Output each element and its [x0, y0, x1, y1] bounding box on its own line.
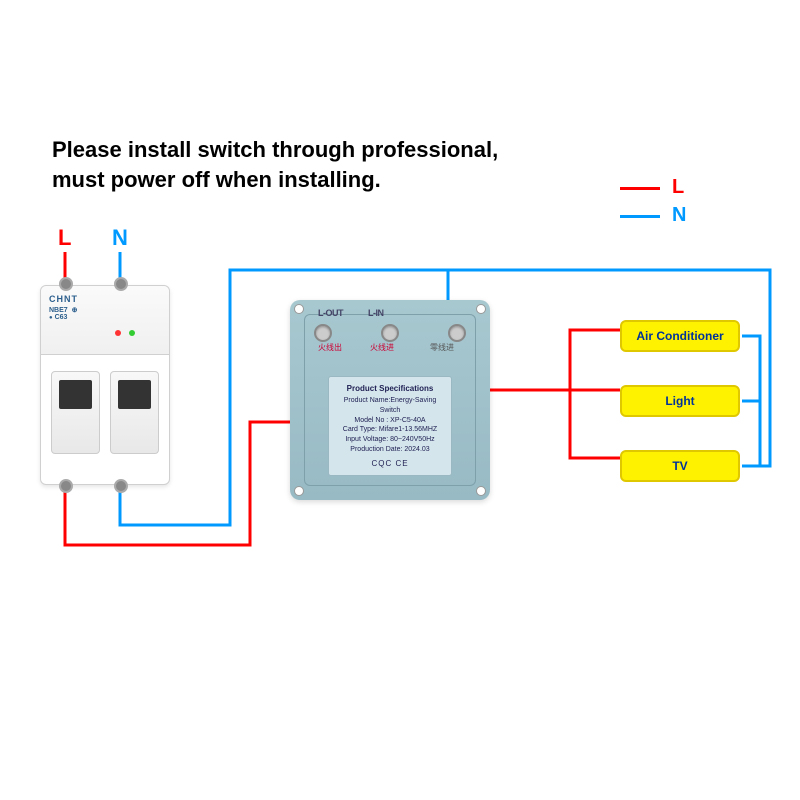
- breaker-indicator-1: [115, 330, 121, 336]
- load-air-conditioner: Air Conditioner: [620, 320, 740, 352]
- breaker-term-top-l: [59, 277, 73, 291]
- switch-term-lin: [381, 324, 399, 342]
- mount-hole-tr: [476, 304, 486, 314]
- spec-line-2: Card Type: Mifare1-13.56MHZ: [335, 425, 445, 435]
- spec-cert: CQC CE: [335, 458, 445, 469]
- switch-lin-label: L-IN: [368, 308, 384, 318]
- breaker-toggle-right: [110, 371, 159, 454]
- breaker-toggle-left: [51, 371, 100, 454]
- spec-line-3: Input Voltage: 80~240V50Hz: [335, 435, 445, 445]
- spec-box: Product Specifications Product Name:Ener…: [328, 376, 452, 476]
- spec-line-1: Model No : XP-C5-40A: [335, 416, 445, 426]
- breaker-brand: CHNT: [49, 294, 78, 304]
- switch-cn-3: 零线进: [430, 342, 454, 353]
- load-light: Light: [620, 385, 740, 417]
- breaker-indicator-2: [129, 330, 135, 336]
- breaker-model: NBE7 ⊕ ● C63: [49, 306, 77, 321]
- switch-cn-1: 火线出: [318, 342, 342, 353]
- breaker-label-area: CHNT NBE7 ⊕ ● C63: [41, 286, 169, 355]
- diagram-canvas: Please install switch through profession…: [0, 0, 800, 800]
- breaker-term-bot-n: [114, 479, 128, 493]
- load-tv: TV: [620, 450, 740, 482]
- breaker-term-bot-l: [59, 479, 73, 493]
- switch-term-lout: [314, 324, 332, 342]
- load-light-label: Light: [665, 394, 694, 408]
- switch-term-n: [448, 324, 466, 342]
- breaker-term-top-n: [114, 277, 128, 291]
- load-ac-label: Air Conditioner: [636, 329, 723, 343]
- spec-line-0: Product Name:Energy-Saving Switch: [335, 396, 445, 416]
- switch-cn-2: 火线进: [370, 342, 394, 353]
- switch-lout-label: L-OUT: [318, 308, 343, 318]
- mount-hole-br: [476, 486, 486, 496]
- load-tv-label: TV: [672, 459, 687, 473]
- spec-line-4: Production Date: 2024.03: [335, 445, 445, 455]
- spec-title: Product Specifications: [335, 383, 445, 394]
- mount-hole-bl: [294, 486, 304, 496]
- mount-hole-tl: [294, 304, 304, 314]
- energy-switch: L-OUT L-IN 火线出 火线进 零线进 Product Specifica…: [290, 300, 490, 500]
- circuit-breaker: CHNT NBE7 ⊕ ● C63: [40, 285, 170, 485]
